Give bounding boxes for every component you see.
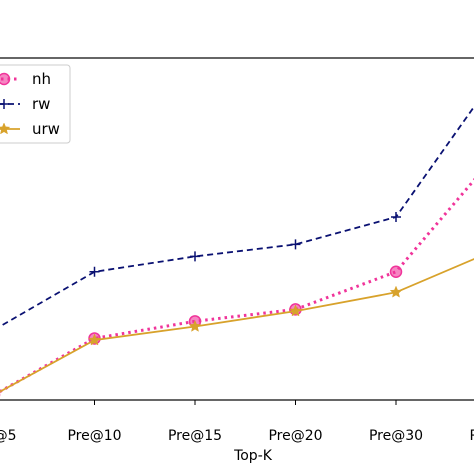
legend-box xyxy=(0,64,71,144)
point-rw xyxy=(391,212,401,223)
x-tick-label: Pre@10 xyxy=(67,428,121,444)
legend-label: urw xyxy=(32,120,60,138)
legend-entry-nh: nh xyxy=(0,70,51,88)
series-line-nh xyxy=(0,177,474,394)
point-urw xyxy=(389,285,403,298)
x-tick-label: Pre@50 xyxy=(469,428,474,444)
point-rw xyxy=(190,251,200,262)
x-tick-label: Pre@20 xyxy=(268,428,322,444)
legend-marker xyxy=(0,122,11,135)
series-rw xyxy=(0,105,474,328)
series-layer xyxy=(0,105,474,397)
point-rw xyxy=(89,266,100,277)
legend: nh rw urw xyxy=(0,64,71,144)
plot-frame xyxy=(0,57,474,401)
x-tick-label: Pre@15 xyxy=(168,428,222,444)
point-urw xyxy=(188,319,202,332)
series-nh xyxy=(0,177,474,397)
x-axis-title: Top-K xyxy=(233,448,273,464)
x-tick-label: Pre@5 xyxy=(0,428,17,444)
series-line-rw xyxy=(0,105,474,328)
legend-entry-urw: urw xyxy=(0,120,60,138)
point-nh xyxy=(389,265,403,278)
x-tick-label: Pre@30 xyxy=(369,428,423,444)
x-axis: Pre@5 Pre@10 Pre@15 Pre@20 Pre@30 Pre@50 xyxy=(0,400,474,444)
legend-marker xyxy=(0,99,9,109)
point-urw xyxy=(88,333,101,346)
series-line-urw xyxy=(0,258,474,393)
legend-entry-rw: rw xyxy=(0,95,50,113)
point-urw xyxy=(289,304,302,317)
legend-label: rw xyxy=(32,95,50,113)
legend-label: nh xyxy=(32,70,51,88)
legend-items: nh rw urw xyxy=(0,70,60,138)
point-rw xyxy=(290,239,301,250)
legend-marker xyxy=(0,72,11,86)
series-urw xyxy=(0,258,474,394)
